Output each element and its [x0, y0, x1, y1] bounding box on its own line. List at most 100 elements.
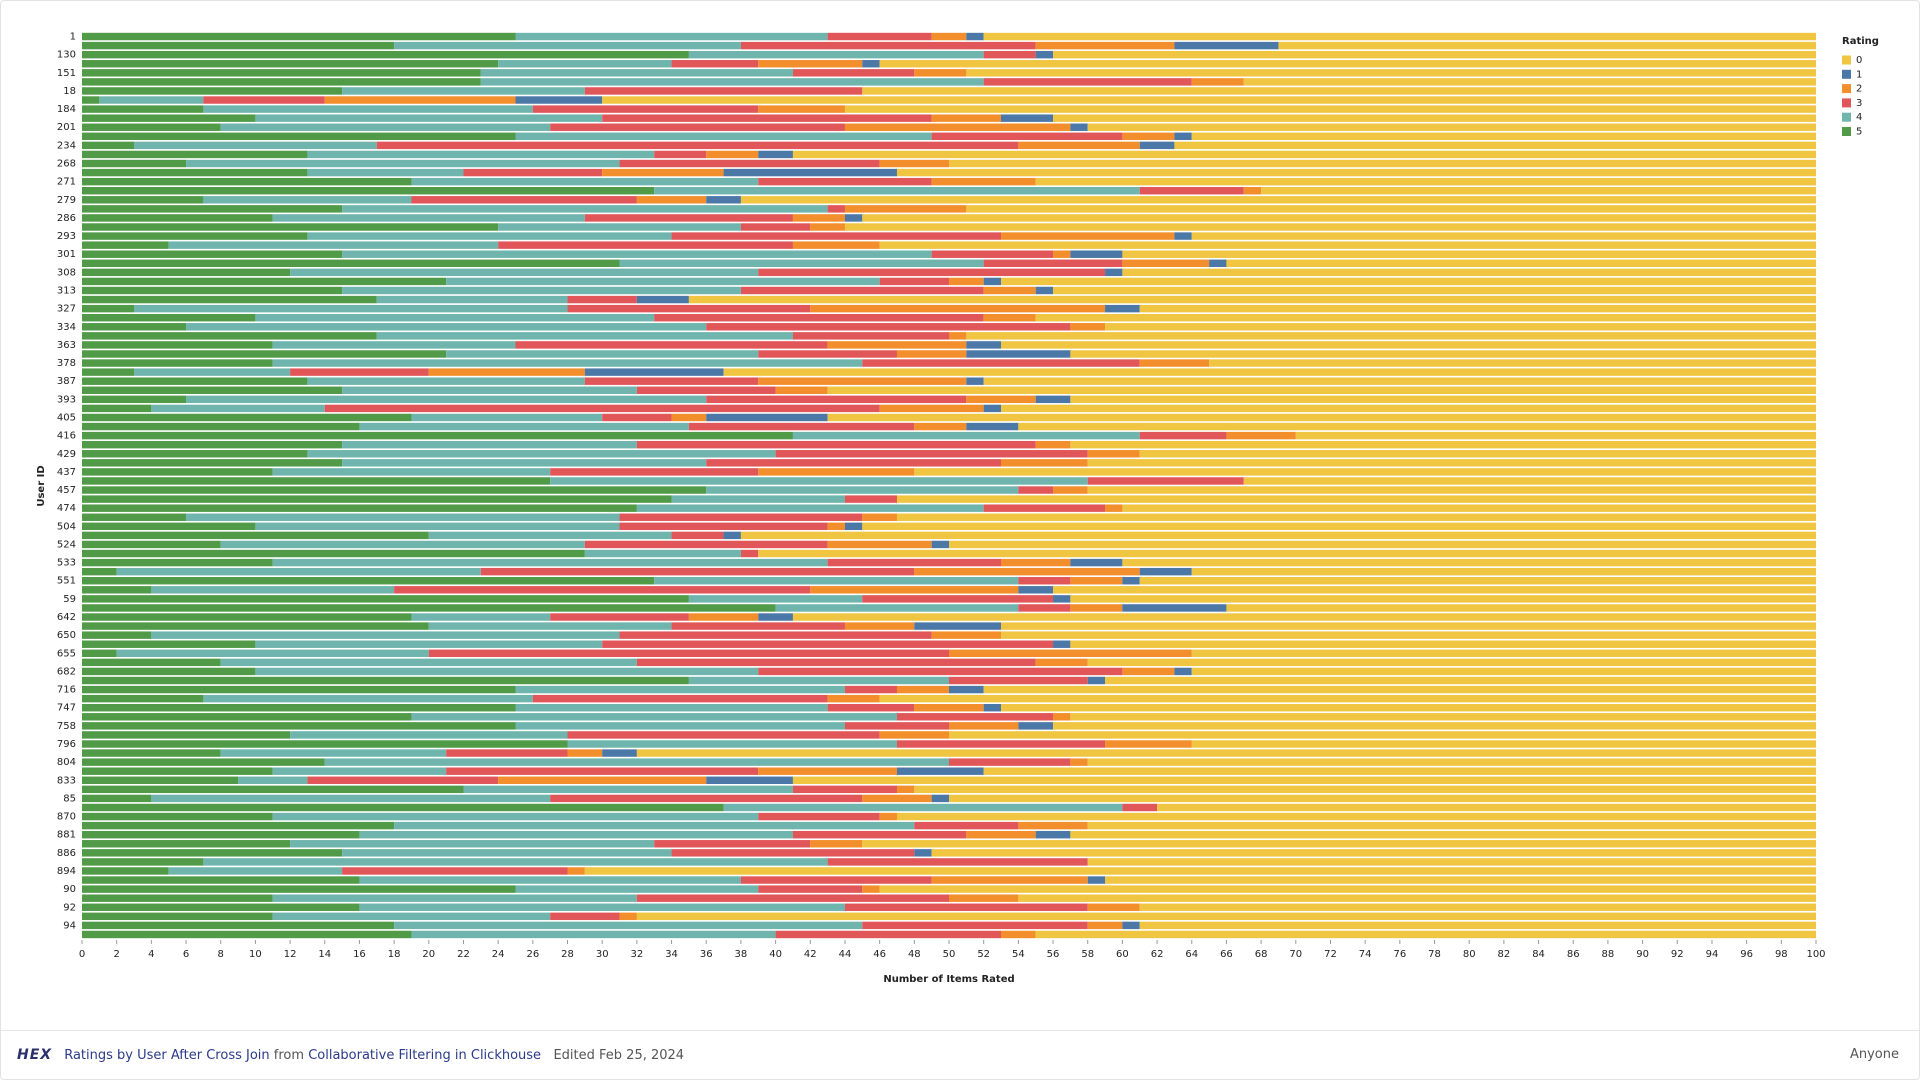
bar-segment	[844, 903, 1088, 911]
bar-segment	[1070, 440, 1816, 449]
legend-title: Rating	[1842, 36, 1879, 47]
bar-segment	[82, 803, 724, 812]
project-link[interactable]: Collaborative Filtering in Clickhouse	[308, 1048, 542, 1063]
bar-segment	[1087, 858, 1816, 866]
bar-segment	[1018, 894, 1816, 902]
bar-segment	[116, 649, 429, 658]
x-tick-label: 48	[908, 949, 921, 960]
bar-segment	[82, 531, 429, 540]
bar-segment	[1018, 821, 1088, 830]
bar-segment	[740, 196, 1817, 204]
bar-segment	[636, 912, 1816, 921]
bar-segment	[949, 722, 1019, 730]
bar-segment	[1070, 604, 1123, 612]
bar-segment	[983, 259, 1123, 268]
y-tick-label: 870	[57, 812, 76, 823]
bar-segment	[584, 540, 828, 549]
bar-segment	[792, 776, 1816, 784]
x-tick-label: 96	[1740, 949, 1753, 960]
bar-segment	[82, 341, 273, 349]
bar-segment	[151, 794, 551, 803]
bar-segment	[82, 250, 343, 258]
y-tick-label: 308	[57, 267, 76, 278]
bar-segment	[896, 513, 1816, 521]
bar-segment	[480, 78, 984, 86]
y-tick-label: 524	[57, 539, 76, 550]
bar-segment	[82, 740, 568, 748]
bar-segment	[1087, 676, 1106, 685]
y-tick-label: 655	[57, 648, 76, 659]
bar-segment	[134, 304, 568, 313]
bar-segment	[706, 323, 1071, 331]
bar-segment	[550, 794, 863, 803]
app-title[interactable]: Ratings by User After Cross Join	[64, 1048, 270, 1063]
bar-segment	[740, 223, 811, 231]
y-tick-label: 533	[57, 558, 76, 569]
bar-segment	[983, 767, 1816, 775]
bar-segment	[220, 749, 447, 757]
x-tick-label: 64	[1185, 949, 1198, 960]
bar-segment	[82, 187, 655, 195]
bar-segment	[82, 404, 152, 413]
bar-segment	[220, 658, 637, 667]
bar-segment	[550, 912, 620, 921]
bar-segment	[82, 96, 100, 104]
bar-segment	[688, 50, 984, 59]
logo[interactable]: HEX	[17, 1047, 53, 1063]
bar-segment	[82, 259, 620, 268]
bar-segment	[255, 522, 620, 531]
y-tick-label: 85	[63, 793, 76, 804]
bar-segment	[1018, 422, 1816, 431]
bar-segment	[723, 368, 1816, 376]
bar-segment	[810, 586, 1019, 594]
bar-segment	[82, 386, 343, 394]
bar-segment	[688, 422, 915, 431]
bar-segment	[688, 595, 863, 603]
bar-segment	[1122, 259, 1210, 268]
bar-segment	[550, 123, 845, 131]
y-tick-label: 234	[57, 140, 76, 151]
bar-segment	[203, 694, 533, 703]
y-tick-label: 642	[57, 612, 76, 623]
x-tick-label: 8	[218, 949, 224, 960]
bar-segment	[671, 60, 759, 68]
bar-segment	[1070, 123, 1088, 131]
bar-segment	[411, 713, 897, 721]
bar-segment	[82, 431, 793, 440]
bar-segment	[82, 640, 256, 648]
y-tick-label: 804	[57, 757, 76, 768]
bar-segment	[82, 223, 499, 231]
bar-segment	[1053, 250, 1071, 258]
bar-segment	[584, 867, 1816, 875]
share-setting[interactable]: Anyone	[1850, 1047, 1899, 1062]
bar-segment	[307, 232, 672, 240]
y-tick-label: 504	[57, 521, 76, 532]
bar-segment	[82, 477, 551, 485]
bar-segment	[1087, 876, 1106, 884]
bar-segment	[342, 386, 637, 394]
bar-segment	[82, 313, 256, 322]
legend-swatch	[1842, 127, 1851, 136]
bar-segment	[82, 377, 308, 385]
bar-segment	[1070, 250, 1123, 258]
bar-segment	[515, 341, 828, 349]
bar-segment	[82, 323, 187, 331]
bar-segment	[1001, 232, 1175, 240]
bar-segment	[1122, 250, 1816, 258]
bar-segment	[949, 894, 1019, 902]
bar-segment	[272, 812, 759, 821]
bar-segment	[879, 277, 949, 286]
bar-segment	[931, 177, 1036, 186]
edited-date: Edited Feb 25, 2024	[553, 1048, 685, 1063]
bar-segment	[515, 685, 845, 694]
bar-segment	[186, 395, 707, 404]
bar-segment	[983, 685, 1816, 694]
bar-segment	[879, 812, 897, 821]
bar-segment	[931, 32, 967, 41]
bar-segment	[983, 277, 1002, 286]
bar-segment	[654, 187, 1140, 195]
bar-segment	[914, 785, 1816, 794]
bar-segment	[688, 676, 949, 685]
legend-label: 1	[1856, 69, 1862, 80]
